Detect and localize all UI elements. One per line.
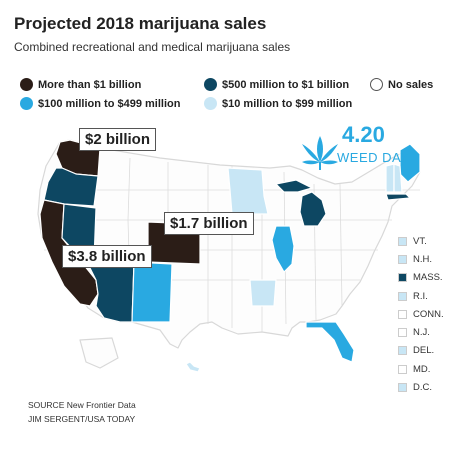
state-abbr: D.C. [413, 382, 432, 394]
state-alaska [79, 337, 119, 369]
source-note: SOURCE New Frontier Data [28, 400, 136, 410]
legend-item-over-1b: More than $1 billion [20, 78, 141, 91]
legend-item-500m-1b: $500 million to $1 billion [204, 78, 349, 91]
state-michigan [299, 191, 327, 227]
small-state-nj: N.J. [398, 323, 444, 341]
small-state-md: MD. [398, 360, 444, 378]
state-swatch [398, 254, 407, 264]
state-massachusetts [385, 193, 411, 201]
state-abbr: MASS. [413, 272, 443, 284]
state-new-mexico [131, 261, 173, 323]
state-swatch [398, 383, 407, 393]
legend-swatch [204, 97, 217, 110]
callout-washington: $2 billion [79, 128, 157, 151]
state-swatch [398, 364, 407, 374]
cannabis-leaf-icon [302, 136, 338, 170]
callout-colorado: $1.7 billion [164, 212, 254, 235]
state-abbr: MD. [413, 363, 431, 375]
state-abbr: DEL. [413, 345, 435, 357]
callout-california: $3.8 billion [62, 245, 152, 268]
legend-swatch [370, 78, 383, 91]
state-hawaii [185, 361, 201, 373]
legend-swatch [20, 97, 33, 110]
map-subtitle: Combined recreational and medical mariju… [14, 40, 291, 54]
state-abbr: N.J. [413, 327, 430, 339]
legend-label: $100 million to $499 million [38, 97, 181, 110]
state-abbr: N.H. [413, 253, 432, 265]
legend-item-no-sales: No sales [370, 78, 433, 91]
small-state-del: DEL. [398, 342, 444, 360]
state-abbr: VT. [413, 235, 427, 247]
map-title: Projected 2018 marijuana sales [14, 14, 267, 33]
state-abbr: R.I. [413, 290, 428, 302]
legend-item-100m-499m: $100 million to $499 million [20, 97, 180, 110]
small-state-dc: D.C. [398, 378, 444, 396]
state-swatch [398, 291, 407, 301]
state-abbr: CONN. [413, 308, 444, 320]
state-vermont [385, 163, 395, 193]
state-swatch [398, 346, 407, 356]
small-state-nh: N.H. [398, 250, 444, 268]
state-florida [305, 321, 355, 363]
legend-label: $10 million to $99 million [222, 97, 353, 110]
credit-note: JIM SERGENT/USA TODAY [28, 414, 136, 424]
legend-swatch [204, 78, 217, 91]
legend-label: More than $1 billion [38, 78, 142, 91]
legend-swatch [20, 78, 33, 91]
state-swatch [398, 309, 407, 319]
state-swatch [398, 236, 407, 246]
legend-item-10m-99m: $10 million to $99 million [204, 97, 352, 110]
state-michigan-upper [275, 179, 313, 193]
small-state-mass: MASS. [398, 269, 444, 287]
state-oregon [43, 167, 99, 207]
state-swatch [398, 273, 407, 283]
small-state-conn: CONN. [398, 305, 444, 323]
legend-label: $500 million to $1 billion [222, 78, 350, 91]
state-new-hampshire [393, 163, 403, 193]
small-state-vt: VT. [398, 232, 444, 250]
weed-day-label: WEED DAY [337, 150, 410, 165]
state-illinois [271, 225, 295, 273]
legend-label: No sales [388, 78, 434, 91]
state-arkansas [249, 279, 277, 307]
state-minnesota [227, 167, 269, 215]
state-swatch [398, 328, 407, 338]
small-state-ri: R.I. [398, 287, 444, 305]
small-states-legend: VT. N.H. MASS. R.I. CONN. N.J. DEL. MD. … [398, 232, 444, 397]
weed-day-number: 4.20 [342, 122, 385, 147]
